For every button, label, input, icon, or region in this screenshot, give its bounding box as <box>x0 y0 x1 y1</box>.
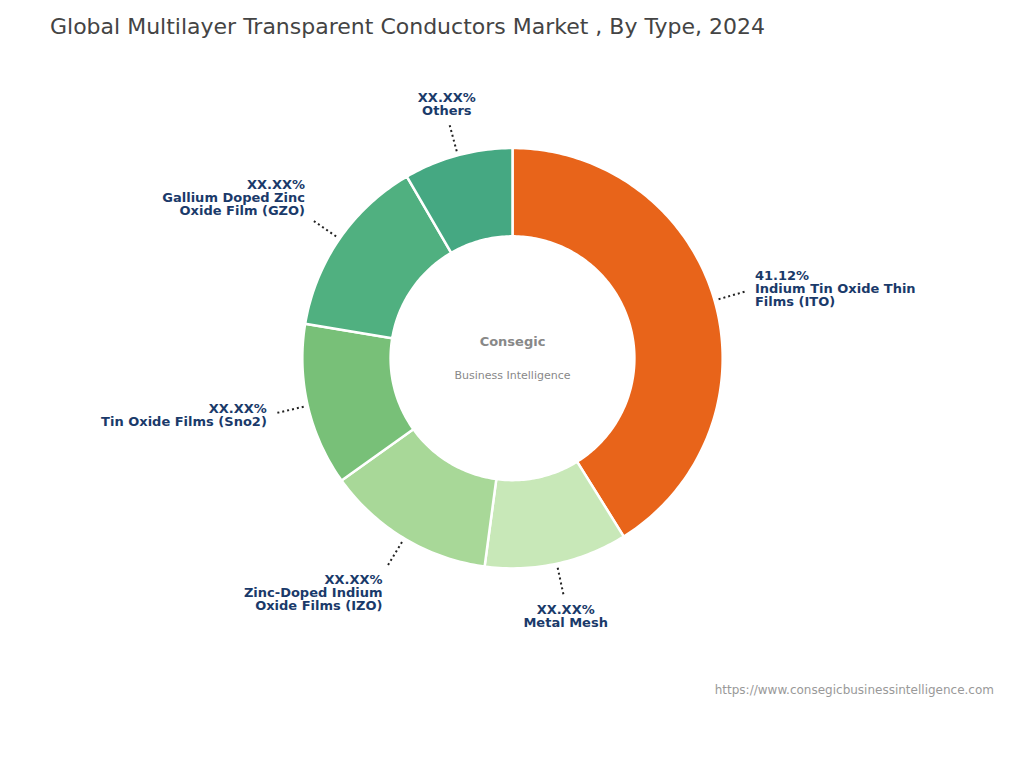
html-text:Global Multilayer Transparent: Global Multilayer Transparent Conductors… <box>50 14 765 39</box>
svg-text:XX.XX%Metal Mesh: XX.XX%Metal Mesh <box>523 602 607 630</box>
svg-text:Business Intelligence: Business Intelligence <box>454 369 570 382</box>
svg-text:XX.XX%Gallium Doped ZincOxide: XX.XX%Gallium Doped ZincOxide Film (GZO) <box>162 177 305 218</box>
svg-text:XX.XX%Tin Oxide Films (Sno2): XX.XX%Tin Oxide Films (Sno2) <box>101 401 267 429</box>
svg-text:Consegic: Consegic <box>480 334 546 349</box>
svg-text:XX.XX%Others: XX.XX%Others <box>418 90 476 118</box>
svg-text:XX.XX%Zinc-Doped IndiumOxide F: XX.XX%Zinc-Doped IndiumOxide Films (IZO) <box>244 572 383 613</box>
html-text:https://www.consegicbusinessin: https://www.consegicbusinessintelligence… <box>714 683 994 697</box>
svg-text:41.12%Indium Tin Oxide ThinFil: 41.12%Indium Tin Oxide ThinFilms (ITO) <box>755 268 916 309</box>
